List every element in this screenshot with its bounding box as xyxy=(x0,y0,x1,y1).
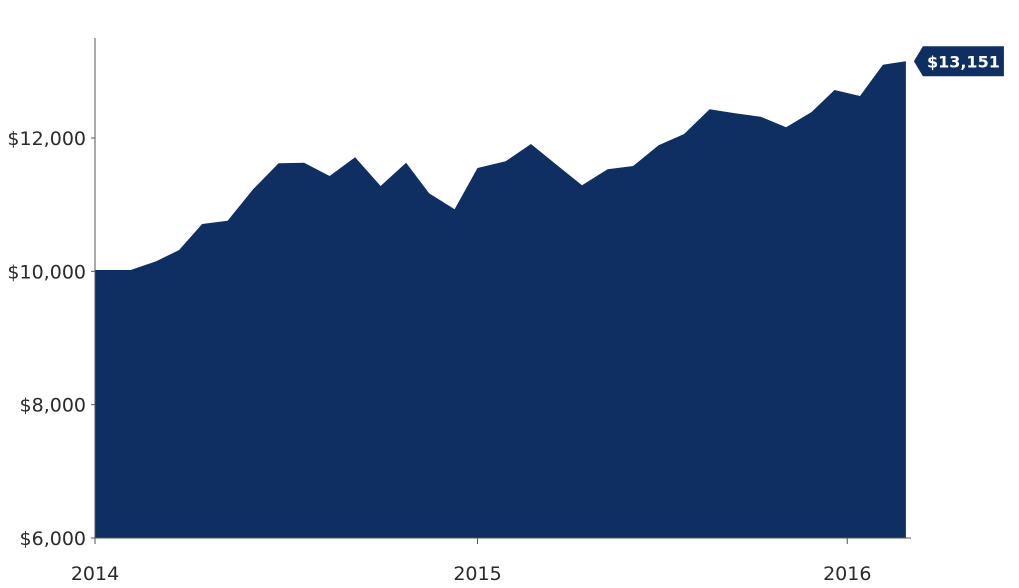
end-value-tag xyxy=(913,46,1004,77)
plot-area xyxy=(95,61,906,539)
y-tick-label: $12,000 xyxy=(7,128,86,150)
x-tick-label: 2014 xyxy=(71,563,119,584)
y-tick-label: $8,000 xyxy=(20,395,86,417)
x-tick-label: 2016 xyxy=(823,563,871,584)
end-value-label-group: $13,151 xyxy=(913,46,1004,77)
area-series-0 xyxy=(95,61,906,539)
x-tick-label: 2015 xyxy=(453,563,501,584)
y-tick-label: $10,000 xyxy=(7,261,86,283)
y-tick-label: $6,000 xyxy=(20,528,86,550)
axes: $6,000 $8,000 $10,000 $12,000 2014 2015 2016 xyxy=(7,38,911,585)
end-value-label: $13,151 xyxy=(927,52,1000,71)
